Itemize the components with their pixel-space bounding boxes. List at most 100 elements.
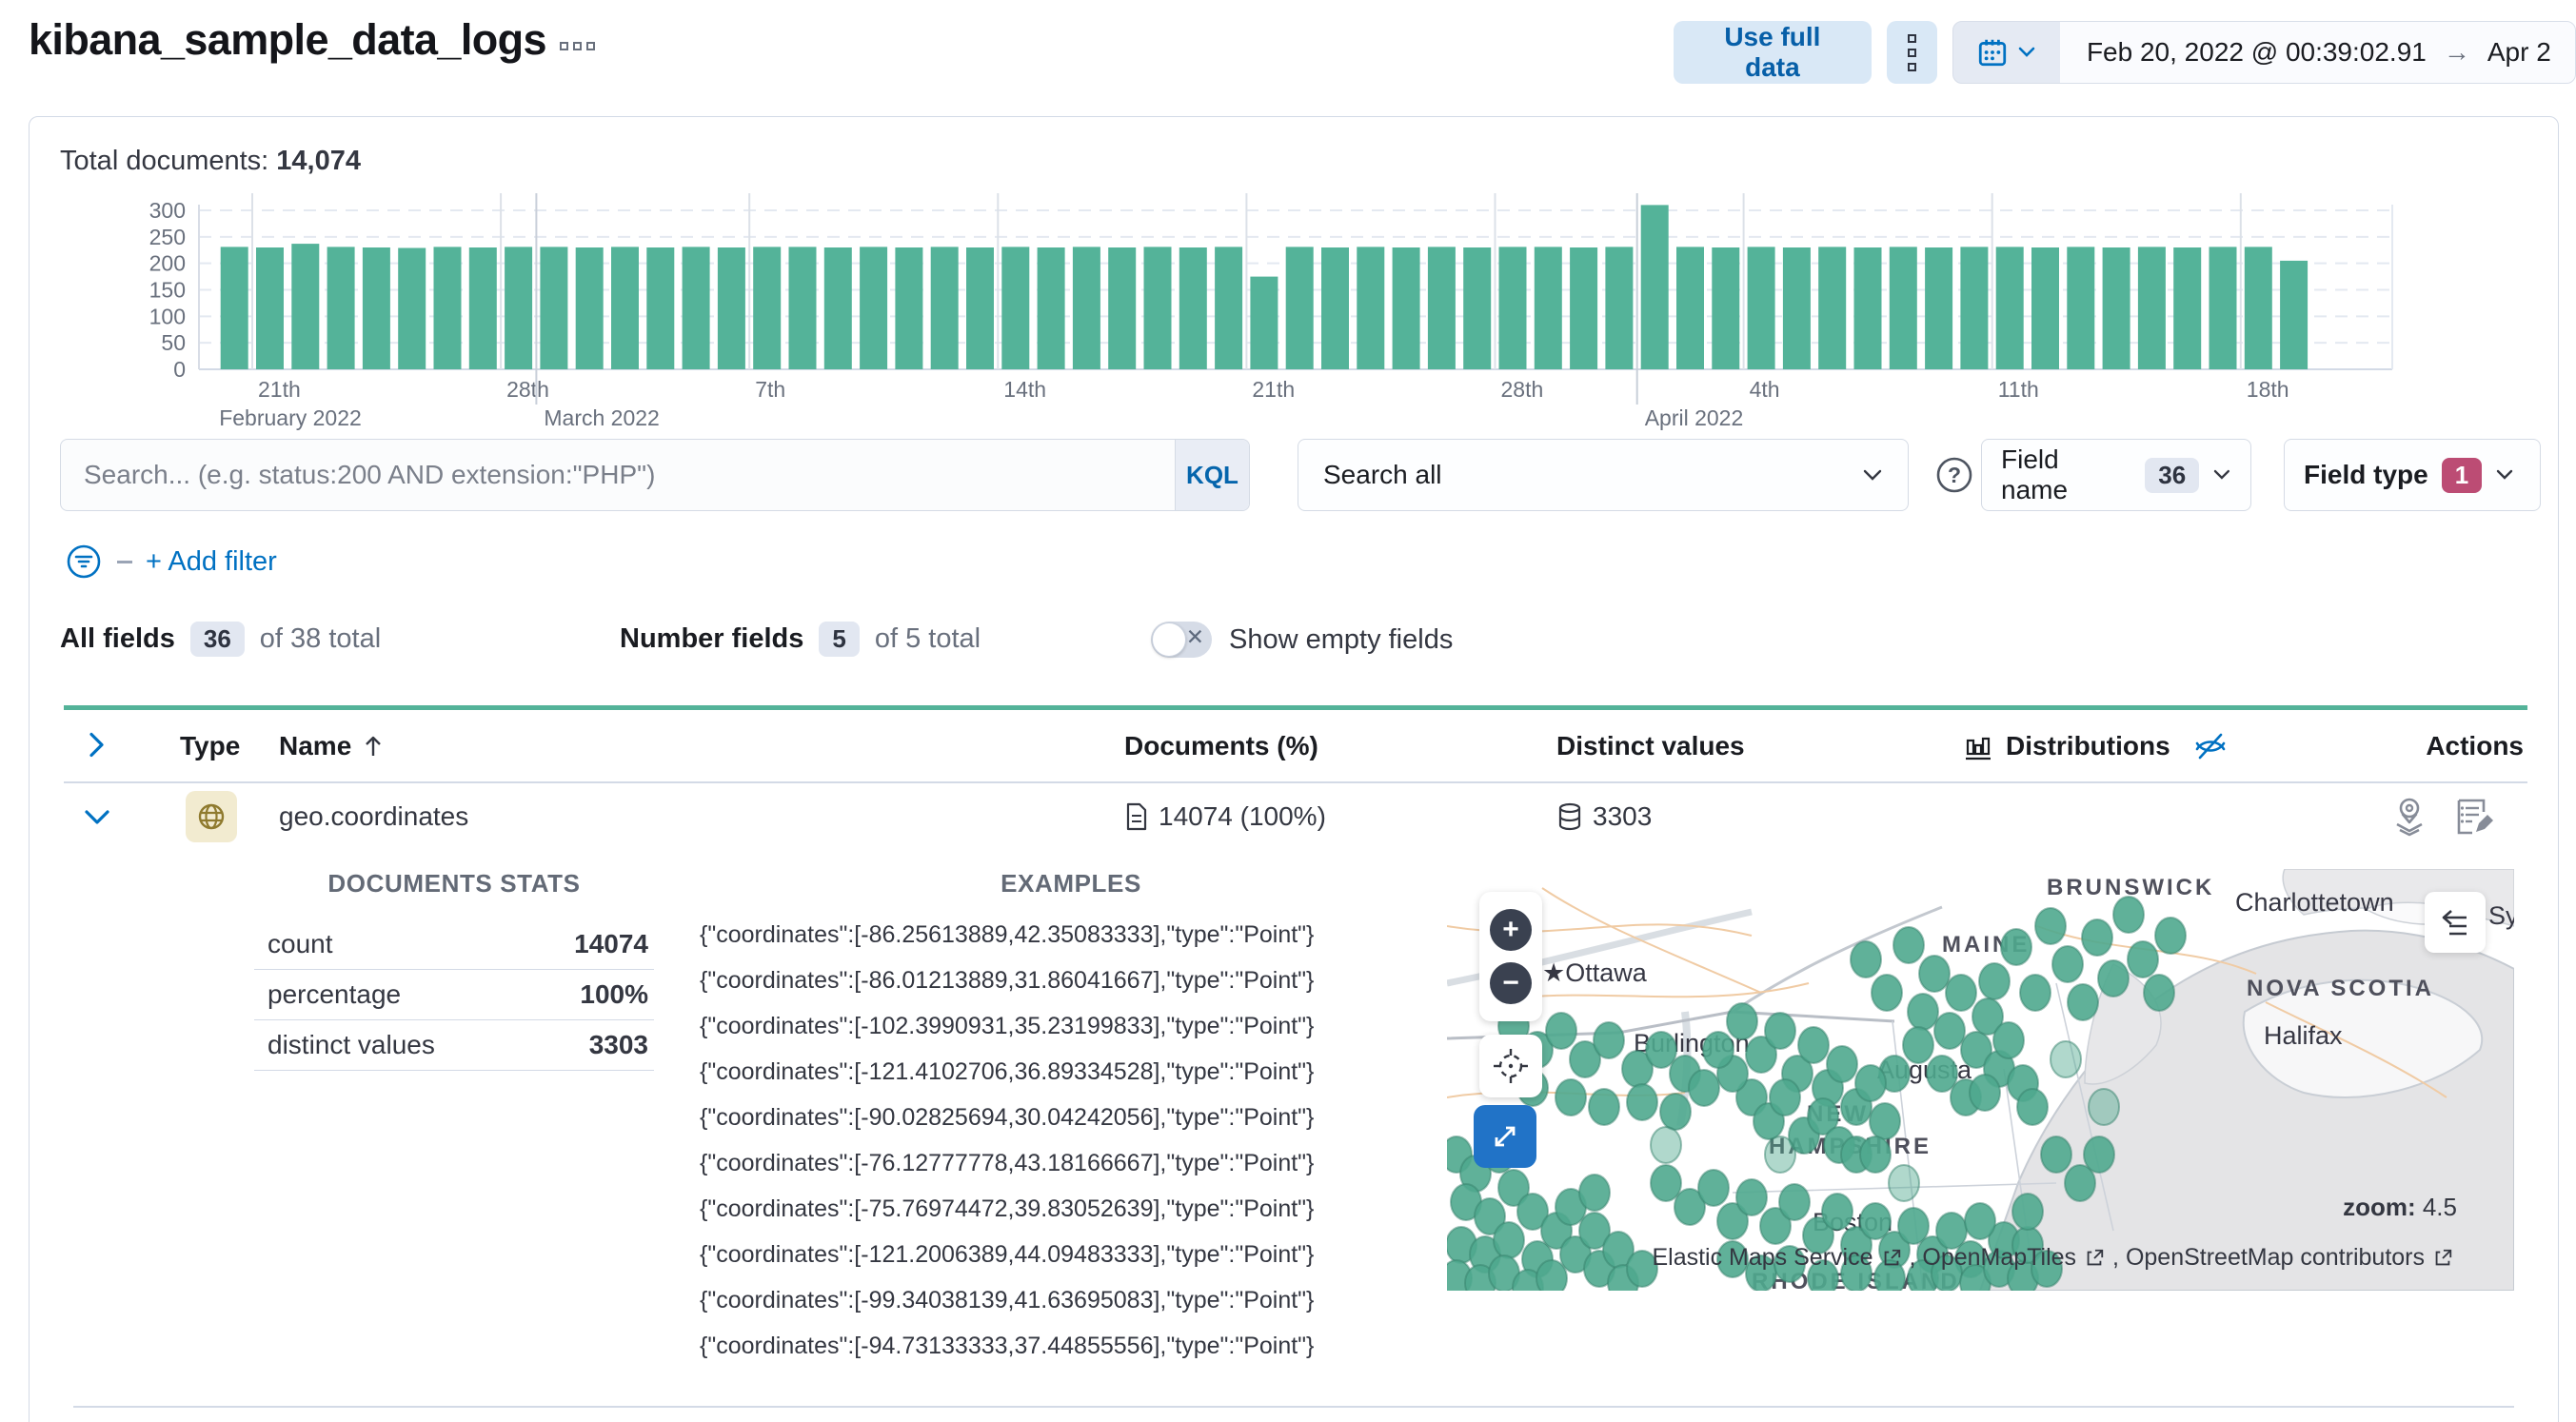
date-end[interactable]: Apr 2 (2487, 37, 2551, 67)
example-value: {"coordinates":[-86.25613889,42.35083333… (700, 921, 1315, 948)
number-fields-count-badge: 5 (819, 622, 860, 657)
example-value: {"coordinates":[-94.73133333,37.44855556… (700, 1333, 1315, 1359)
examples-list: {"coordinates":[-86.25613889,42.35083333… (700, 912, 1442, 1369)
svg-text:300: 300 (149, 198, 186, 223)
calendar-icon (1979, 39, 2007, 67)
index-options-icon[interactable] (559, 41, 595, 50)
stats-row: distinct values 3303 (254, 1020, 654, 1071)
field-distinct-value: 3303 (1593, 801, 1653, 831)
attribution-openmaptiles-link[interactable]: , OpenMapTiles (1909, 1244, 2077, 1271)
total-documents-value: 14,074 (276, 146, 361, 176)
database-icon (1558, 802, 1581, 831)
example-value: {"coordinates":[-75.76974472,39.83052639… (700, 1195, 1315, 1222)
field-row-geo-coordinates[interactable]: geo.coordinates 14074 (100%) 3303 (64, 783, 2527, 850)
search-all-select[interactable]: Search all (1298, 439, 1909, 511)
col-documents: Documents (%) (1124, 730, 1318, 760)
explore-in-maps-icon[interactable] (2390, 796, 2428, 838)
map-attribution: Elastic Maps Service , OpenMapTiles , Op… (1652, 1244, 2453, 1272)
external-link-icon (2087, 1249, 2104, 1265)
svg-text:100: 100 (149, 304, 186, 328)
collapse-legend-button[interactable] (2425, 892, 2486, 953)
svg-text:April 2022: April 2022 (1645, 405, 1744, 430)
filter-icon[interactable] (64, 542, 104, 582)
filter-divider (117, 560, 132, 563)
add-filter-button[interactable]: + Add filter (146, 545, 277, 577)
date-start[interactable]: Feb 20, 2022 @ 00:39:02.91 (2086, 37, 2427, 67)
col-name-sort[interactable]: Name (279, 731, 384, 761)
field-type-count-badge: 1 (2441, 457, 2483, 493)
all-fields-label: All fields (60, 623, 175, 654)
all-fields-summary: All fields 36 of 38 total (60, 622, 381, 657)
collapse-row-chevron-icon[interactable] (83, 803, 111, 830)
show-empty-fields-toggle[interactable]: ✕ (1151, 622, 1212, 658)
examples-title: EXAMPLES (1001, 869, 1141, 898)
fit-to-data-button[interactable] (1479, 1035, 1542, 1097)
expand-icon (1495, 1126, 1516, 1147)
all-fields-count-badge: 36 (189, 622, 245, 657)
geo-coordinates-map[interactable]: BRUNSWICKCharlottetownSydneyMAINE★Ottawa… (1447, 869, 2514, 1291)
field-name-filter[interactable]: Field name 36 (1981, 439, 2251, 511)
external-link-icon (1884, 1249, 1900, 1265)
field-type-label: Field type (2304, 460, 2428, 489)
svg-text:4th: 4th (1750, 377, 1780, 402)
examples-panel: EXAMPLES {"coordinates":[-86.25613889,42… (700, 869, 1442, 1369)
col-distributions-label: Distributions (2006, 730, 2170, 760)
svg-text:50: 50 (161, 330, 186, 355)
col-actions: Actions (2426, 730, 2524, 760)
boxes-vertical-icon[interactable] (1886, 21, 1937, 84)
chevron-down-icon (2496, 469, 2513, 480)
header-controls: Use full data Feb 20, 2022 @ 00:39:02.91 (1674, 21, 2576, 84)
kql-language-button[interactable]: KQL (1175, 440, 1249, 510)
search-all-value: Search all (1323, 460, 1442, 489)
documents-stats-panel: DOCUMENTS STATS count 14074 percentage 100%… (254, 869, 654, 1071)
chevron-down-icon (1863, 469, 1882, 481)
stats-row: percentage 100% (254, 970, 654, 1020)
svg-text:7th: 7th (755, 377, 785, 402)
date-arrow: → (2443, 37, 2470, 67)
date-range-display[interactable]: Feb 20, 2022 @ 00:39:02.91 → Apr 2 (2059, 22, 2575, 83)
attribution-elastic-maps-link[interactable]: Elastic Maps Service (1652, 1244, 1873, 1271)
eye-closed-icon[interactable] (2191, 730, 2229, 762)
page-header: kibana_sample_data_logs (29, 15, 595, 65)
map-zoom-level: zoom: 4.5 (2343, 1193, 2457, 1222)
date-range-picker[interactable]: Feb 20, 2022 @ 00:39:02.91 → Apr 2 (1952, 21, 2576, 84)
field-name-count-badge: 36 (2145, 457, 2200, 493)
map-zoom-value: 4.5 (2422, 1193, 2457, 1221)
svg-text:28th: 28th (1501, 377, 1544, 402)
field-distinct: 3303 (1556, 801, 1652, 832)
attribution-osm-link[interactable]: , OpenStreetMap contributors (2112, 1244, 2425, 1271)
zoom-out-button[interactable]: − (1490, 962, 1532, 1004)
search-input[interactable] (61, 440, 1175, 510)
example-value: {"coordinates":[-86.01213889,31.86041667… (700, 967, 1315, 994)
stats-row: count 14074 (254, 919, 654, 970)
use-full-data-button[interactable]: Use full data (1674, 21, 1872, 84)
field-type-filter[interactable]: Field type 1 (2284, 439, 2541, 511)
documents-over-time-chart: 0 50 100 150 200 250 300 21th 28th 7th 14th 21th 28t… (49, 176, 2447, 442)
help-icon[interactable]: ? (1933, 454, 1975, 496)
quick-select-button[interactable] (1953, 22, 2060, 83)
col-distinct-values: Distinct values (1556, 730, 1745, 760)
fields-table-header: Type Name Documents (%) Distinct values … (64, 705, 2527, 783)
stats-value: 14074 (574, 929, 648, 958)
map-zoom-controls: + − (1479, 892, 1542, 1021)
zoom-in-button[interactable]: + (1490, 909, 1532, 951)
example-value: {"coordinates":[-102.3990931,35.23199833… (700, 1013, 1315, 1039)
col-type: Type (180, 730, 241, 760)
example-value: {"coordinates":[-76.12777778,43.18166667… (700, 1150, 1315, 1176)
menu-left-icon (2442, 910, 2467, 936)
toggle-knob (1152, 622, 1186, 657)
field-documents: 14074 (100%) (1124, 801, 1326, 832)
field-name-label: Field name (2001, 444, 2069, 504)
svg-text:21th: 21th (258, 377, 301, 402)
histogram-icon (1966, 737, 1991, 760)
expand-all-chevron-icon[interactable] (83, 730, 109, 761)
svg-text:28th: 28th (506, 377, 549, 402)
stats-label: distinct values (268, 1030, 435, 1059)
edit-field-icon[interactable] (2453, 796, 2493, 838)
expand-map-button[interactable] (1474, 1105, 1536, 1168)
chevron-down-icon (2019, 47, 2035, 57)
col-distributions: Distributions (1964, 730, 2229, 762)
field-documents-value: 14074 (100%) (1159, 801, 1326, 831)
svg-text:February 2022: February 2022 (219, 405, 362, 430)
